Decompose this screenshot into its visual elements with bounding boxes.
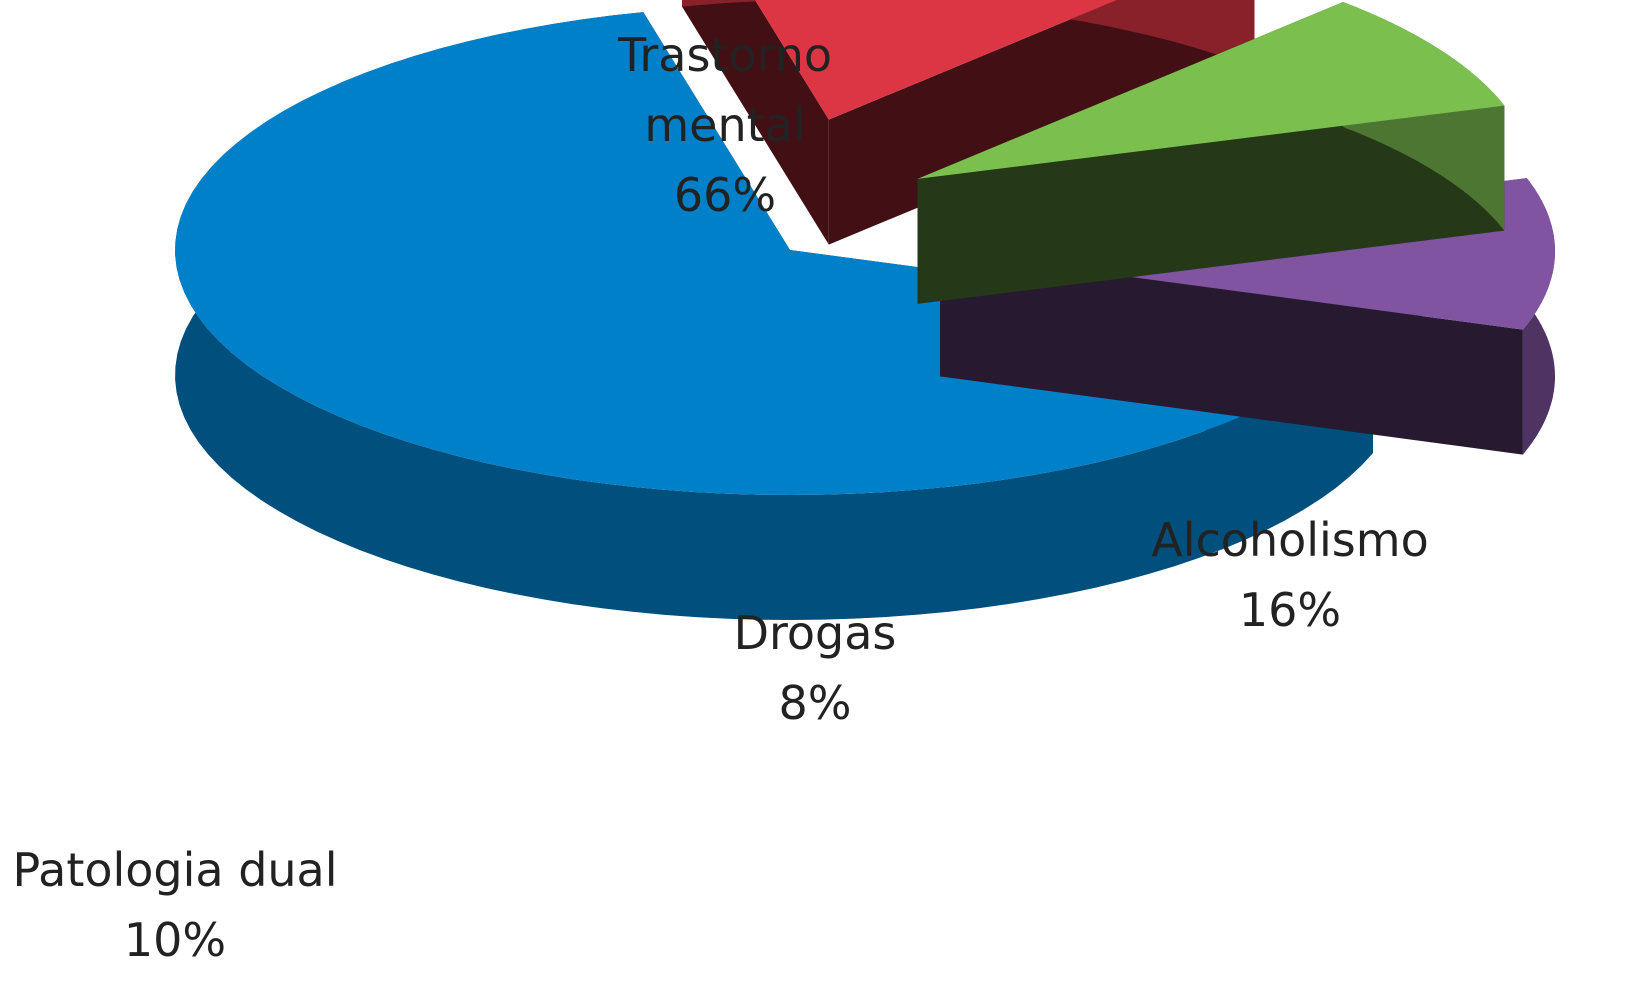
slice-side — [917, 105, 1505, 304]
data-label: Trastorno mental 66% — [595, 20, 855, 230]
category-label: Patologia dual — [12, 843, 338, 897]
slice-top — [917, 2, 1505, 179]
data-label: Alcoholismo 16% — [1130, 505, 1450, 645]
slice-side — [940, 251, 1523, 455]
value-label: 8% — [778, 676, 852, 730]
value-label: 10% — [123, 913, 227, 967]
category-label: Trastorno mental — [618, 28, 832, 152]
value-label: 66% — [673, 168, 777, 222]
value-label: 16% — [1238, 583, 1342, 637]
slice-top — [755, 0, 1117, 120]
data-label: Drogas 8% — [695, 598, 935, 738]
slice-side — [682, 0, 829, 245]
slice-wall — [682, 0, 1255, 68]
data-label: Patologia dual 10% — [0, 835, 355, 975]
category-label: Drogas — [733, 606, 897, 660]
category-label: Alcoholismo — [1151, 513, 1429, 567]
slice — [917, 2, 1505, 304]
